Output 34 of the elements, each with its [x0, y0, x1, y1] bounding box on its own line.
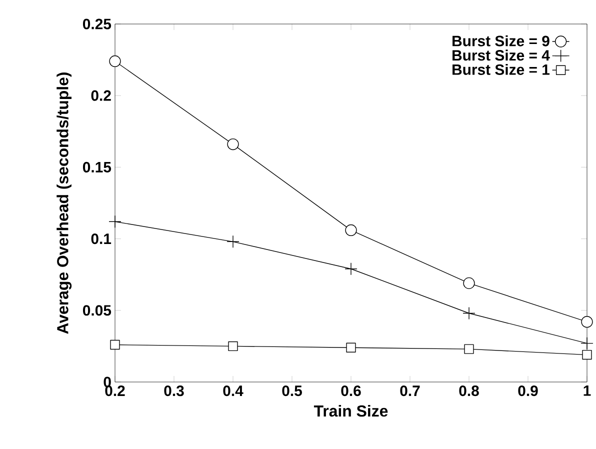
x-tick-label: 0.9	[518, 386, 538, 396]
point	[110, 340, 120, 350]
x-tick-label: 0.3	[164, 386, 184, 396]
point	[108, 215, 122, 228]
point	[463, 277, 475, 290]
x-tick-label: 0.7	[400, 386, 420, 396]
legend-label: Burst Size = 1	[452, 64, 550, 75]
point	[227, 138, 239, 150]
y-tick-label: 0.1	[91, 234, 112, 244]
y-tick-label: 0.05	[82, 305, 112, 316]
y-axis-title: Average Overhead (seconds/tuple)	[56, 72, 72, 334]
point	[345, 224, 357, 236]
x-tick-label: 0.6	[341, 386, 361, 396]
y-tick-label: 0.2	[91, 90, 111, 101]
y-tick-label: 0.15	[82, 162, 112, 172]
point	[346, 342, 356, 352]
point	[582, 350, 592, 360]
legend-label: Burst Size = 4	[452, 50, 550, 61]
x-tick-label: 0.8	[459, 386, 479, 396]
point	[581, 316, 593, 328]
legend-label: Burst Size = 9	[452, 35, 550, 46]
point	[109, 55, 121, 68]
x-tick-label: 1	[584, 386, 591, 396]
point	[226, 235, 240, 248]
point	[344, 262, 358, 276]
x-axis-title: Train Size	[314, 404, 388, 417]
point	[228, 341, 238, 352]
x-tick-label: 0.2	[105, 386, 125, 396]
y-tick-label: 0.25	[82, 18, 112, 30]
point	[580, 337, 594, 350]
x-tick-label: 0.4	[223, 386, 244, 396]
x-tick-label: 0.5	[282, 386, 302, 396]
point	[462, 306, 476, 320]
point	[464, 344, 474, 354]
